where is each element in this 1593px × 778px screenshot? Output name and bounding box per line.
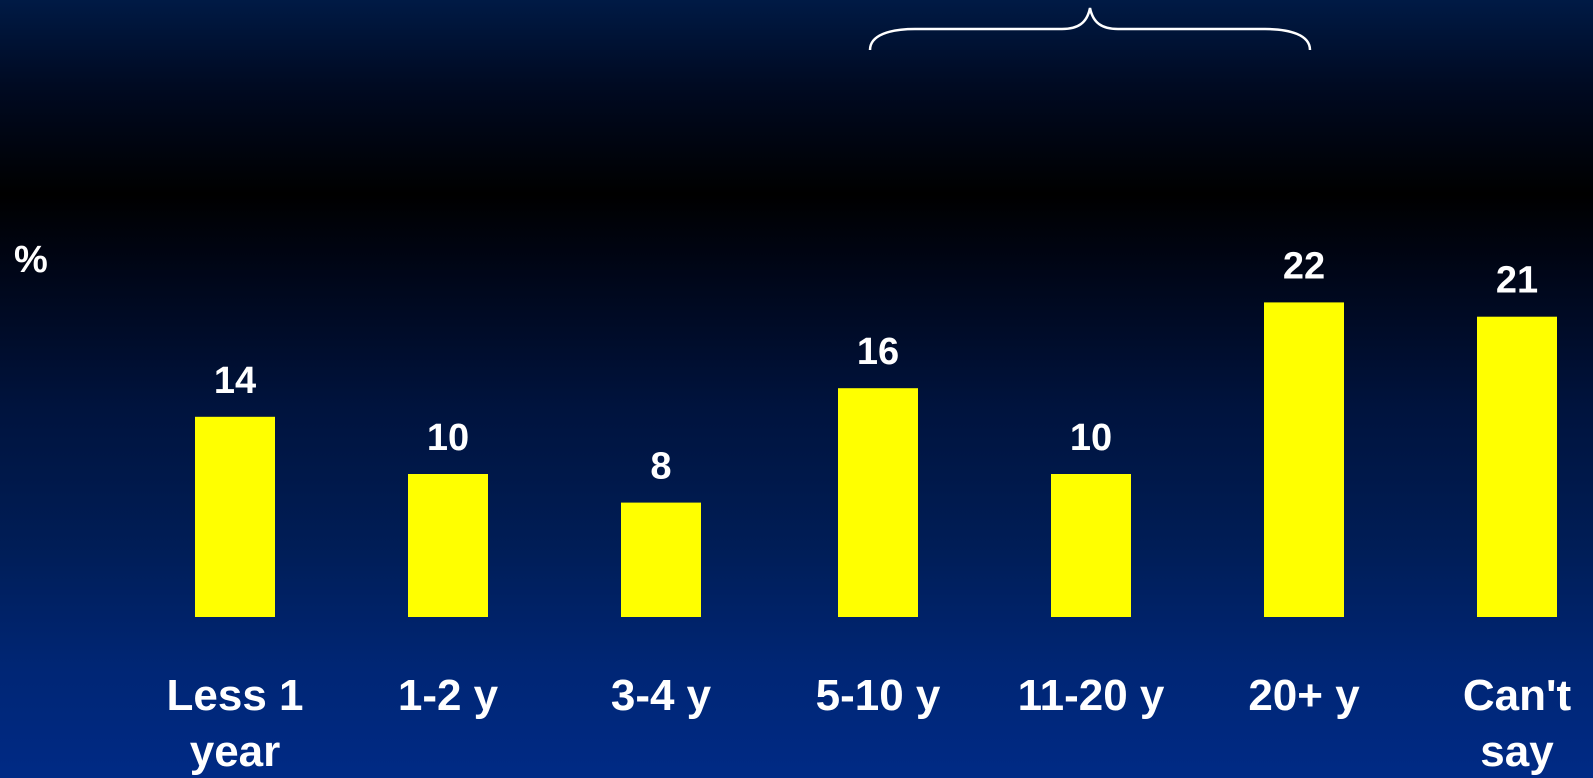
bar-0 [195,416,275,617]
category-label-1-line-0: 1-2 y [398,671,499,720]
data-label-4: 10 [1070,417,1112,459]
category-label-5-line-0: 20+ y [1248,671,1360,720]
bar-6 [1477,316,1557,617]
data-label-1: 10 [427,417,469,459]
category-label-6: Can't say [1463,671,1572,776]
bar-2 [621,502,701,617]
category-label-1: 1-2 y [398,671,499,720]
value-labels-group: 14 10 8 16 10 22 21 [214,245,1538,487]
category-label-3-line-0: 5-10 y [816,671,941,720]
bars-group [195,302,1557,617]
data-label-6: 21 [1496,260,1538,302]
category-label-0-line-1: year [190,727,281,776]
category-label-5: 20+ y [1248,671,1360,720]
category-label-4: 11-20 y [1018,671,1165,720]
category-labels-group: Less 1 year 1-2 y 3-4 y 5-10 y 11-20 y 20+ y Ca… [167,671,1572,776]
category-label-2-line-0: 3-4 y [611,671,712,720]
data-label-5: 22 [1283,245,1325,287]
y-axis-label: % [14,239,48,281]
category-label-2: 3-4 y [611,671,712,720]
data-label-0: 14 [214,360,256,402]
category-label-6-line-0: Can't [1463,671,1572,720]
bar-5 [1264,302,1344,617]
category-label-0: Less 1 year [167,671,304,776]
bracket-annotation [868,7,1312,51]
bar-4 [1051,474,1131,617]
category-label-0-line-0: Less 1 [167,671,304,720]
data-label-2: 8 [650,446,671,488]
category-label-6-line-1: say [1480,727,1554,776]
bar-1 [408,474,488,617]
bar-3 [838,388,918,617]
category-label-3: 5-10 y [816,671,941,720]
data-label-3: 16 [857,331,899,373]
category-label-4-line-0: 11-20 y [1018,671,1165,720]
